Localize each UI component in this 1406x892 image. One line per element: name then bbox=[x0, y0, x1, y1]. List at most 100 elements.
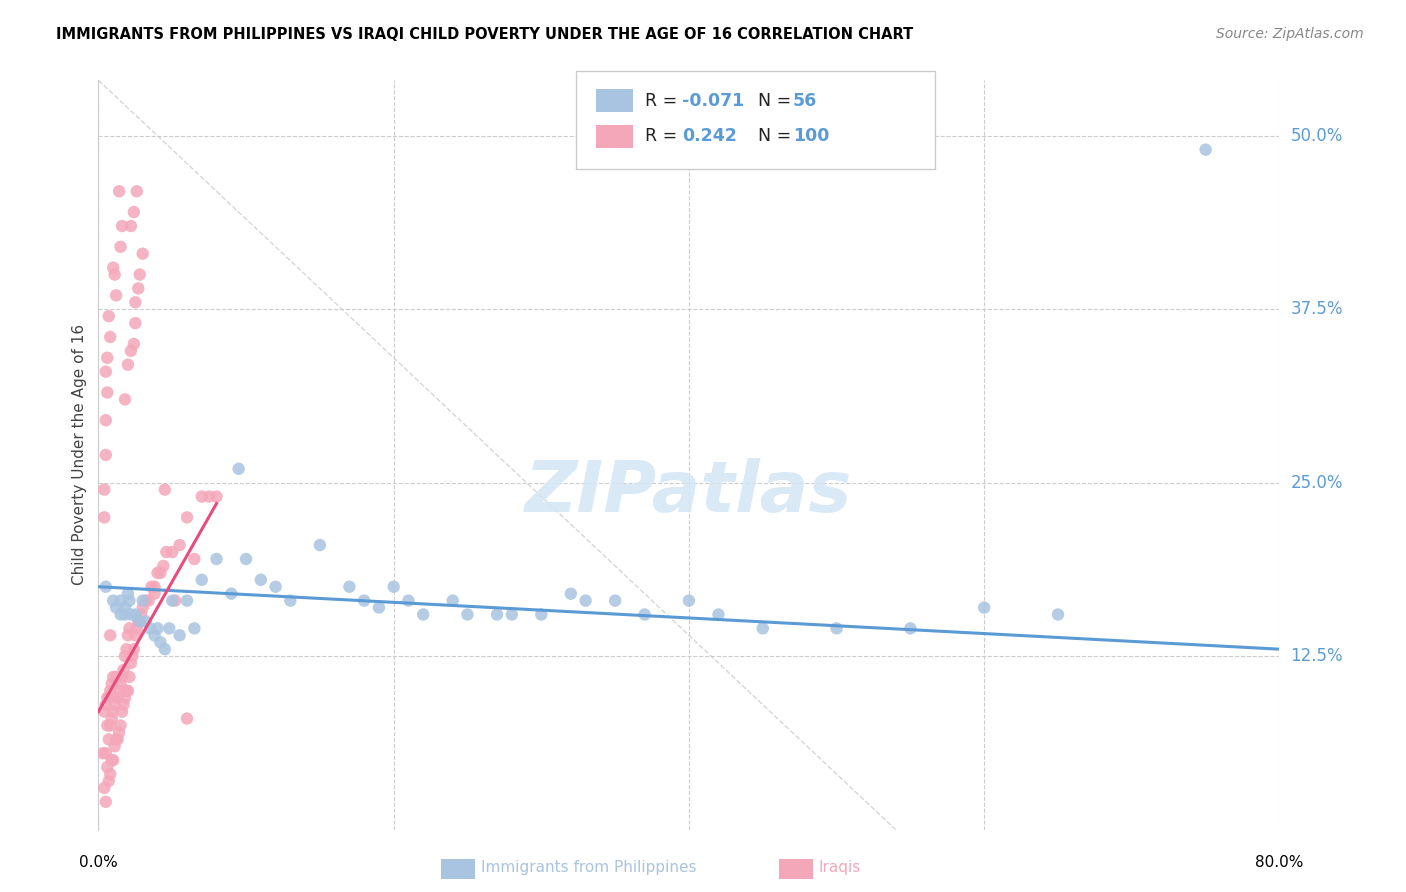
Point bbox=[153, 642, 176, 657]
Point bbox=[98, 718, 121, 732]
Point bbox=[280, 593, 302, 607]
Point bbox=[353, 593, 375, 607]
Point bbox=[94, 365, 117, 379]
Point bbox=[94, 698, 117, 712]
Point bbox=[501, 607, 523, 622]
Point bbox=[228, 462, 250, 476]
Point bbox=[112, 663, 135, 677]
Point bbox=[114, 600, 136, 615]
Text: -0.071: -0.071 bbox=[682, 92, 744, 110]
Point bbox=[560, 587, 582, 601]
Point bbox=[108, 683, 131, 698]
Point bbox=[118, 670, 141, 684]
Point bbox=[176, 712, 198, 726]
Point bbox=[124, 607, 146, 622]
Point bbox=[118, 621, 141, 635]
Point bbox=[114, 690, 136, 705]
Text: R =: R = bbox=[645, 92, 683, 110]
Point bbox=[94, 795, 117, 809]
Point bbox=[143, 587, 166, 601]
Point bbox=[111, 219, 134, 233]
Point bbox=[183, 552, 205, 566]
Text: 56: 56 bbox=[793, 92, 817, 110]
Point bbox=[121, 649, 143, 664]
Point bbox=[96, 760, 118, 774]
Point bbox=[124, 628, 146, 642]
Point bbox=[104, 739, 127, 754]
Y-axis label: Child Poverty Under the Age of 16: Child Poverty Under the Age of 16 bbox=[72, 325, 87, 585]
Point bbox=[127, 615, 149, 629]
Point bbox=[752, 621, 775, 635]
Point bbox=[128, 268, 150, 282]
Point bbox=[96, 718, 118, 732]
Point bbox=[120, 656, 142, 670]
Point bbox=[707, 607, 730, 622]
Point bbox=[115, 683, 138, 698]
Point bbox=[105, 288, 128, 302]
Point bbox=[135, 615, 157, 629]
Point bbox=[120, 343, 142, 358]
Point bbox=[110, 677, 132, 691]
Point bbox=[198, 490, 221, 504]
Point bbox=[122, 642, 145, 657]
Point bbox=[103, 593, 125, 607]
Point bbox=[162, 593, 183, 607]
Point bbox=[120, 219, 142, 233]
Point bbox=[124, 295, 146, 310]
Point bbox=[107, 732, 129, 747]
Point bbox=[104, 698, 127, 712]
Point bbox=[157, 621, 180, 635]
Point bbox=[398, 593, 420, 607]
Point bbox=[191, 573, 214, 587]
Point bbox=[128, 615, 150, 629]
Point bbox=[183, 621, 205, 635]
Point bbox=[96, 385, 118, 400]
Text: ZIPatlas: ZIPatlas bbox=[526, 458, 852, 527]
Point bbox=[100, 677, 122, 691]
Point bbox=[128, 615, 150, 629]
Point bbox=[264, 580, 287, 594]
Point bbox=[94, 413, 117, 427]
Point bbox=[143, 580, 166, 594]
Point bbox=[169, 538, 191, 552]
Text: Iraqis: Iraqis bbox=[818, 860, 860, 874]
Point bbox=[205, 490, 228, 504]
Text: 80.0%: 80.0% bbox=[1256, 855, 1303, 870]
Point bbox=[117, 358, 139, 372]
Text: Source: ZipAtlas.com: Source: ZipAtlas.com bbox=[1216, 27, 1364, 41]
Text: N =: N = bbox=[747, 92, 796, 110]
Point bbox=[139, 621, 162, 635]
Text: Immigrants from Philippines: Immigrants from Philippines bbox=[481, 860, 696, 874]
Point bbox=[132, 600, 155, 615]
Point bbox=[575, 593, 598, 607]
Point bbox=[103, 260, 125, 275]
Point bbox=[169, 628, 191, 642]
Text: 12.5%: 12.5% bbox=[1291, 647, 1343, 665]
Point bbox=[441, 593, 464, 607]
Point bbox=[146, 566, 169, 580]
Point bbox=[125, 621, 148, 635]
Point bbox=[111, 670, 134, 684]
Point bbox=[120, 607, 142, 622]
Point bbox=[127, 281, 149, 295]
Text: 0.0%: 0.0% bbox=[79, 855, 118, 870]
Point bbox=[132, 593, 155, 607]
Point bbox=[105, 600, 128, 615]
Point bbox=[125, 184, 148, 198]
Text: 100: 100 bbox=[793, 128, 830, 145]
Point bbox=[105, 690, 128, 705]
Point bbox=[152, 558, 174, 573]
Point bbox=[100, 753, 122, 767]
Point bbox=[122, 205, 145, 219]
Point bbox=[91, 746, 114, 760]
Point bbox=[93, 705, 115, 719]
Point bbox=[112, 698, 135, 712]
Point bbox=[176, 593, 198, 607]
Point bbox=[205, 552, 228, 566]
Point bbox=[110, 240, 132, 254]
Point bbox=[634, 607, 657, 622]
Point bbox=[250, 573, 273, 587]
Point bbox=[122, 337, 145, 351]
Text: 37.5%: 37.5% bbox=[1291, 301, 1343, 318]
Point bbox=[103, 753, 125, 767]
